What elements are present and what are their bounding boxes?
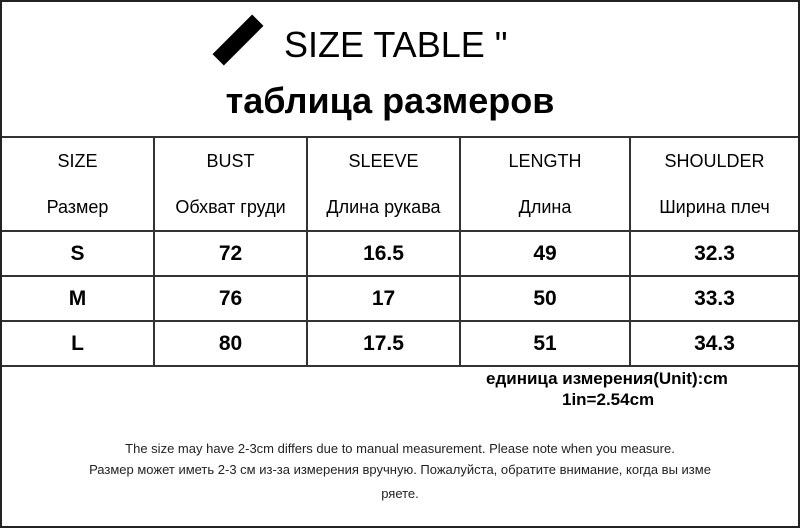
header-en: SHOULDER: [664, 151, 765, 171]
cell: 76: [153, 275, 308, 322]
cell: 33.3: [629, 275, 798, 322]
conversion-label: 1in=2.54cm: [562, 390, 655, 409]
cell: 17: [306, 275, 461, 322]
header-row: SIZE Размер BUST Обхват груди SLEEVE Длина …: [2, 136, 798, 232]
cell: 34.3: [629, 320, 798, 367]
header-bust: BUST Обхват груди: [153, 136, 308, 232]
cell: M: [2, 275, 155, 322]
header-en: SIZE: [57, 151, 98, 171]
cell: 17.5: [306, 320, 461, 367]
note-russian: Размер может иметь 2-3 см из-за измерени…: [89, 462, 711, 477]
title-english: SIZE TABLE ": [284, 24, 508, 65]
header-ru: Ширина плеч: [659, 197, 770, 217]
table-row: M 76 17 50 33.3: [2, 275, 798, 322]
cell: 80: [153, 320, 308, 367]
header-length: LENGTH Длина: [459, 136, 631, 232]
cell: S: [2, 230, 155, 277]
cell: 32.3: [629, 230, 798, 277]
header-ru: Длина: [518, 197, 572, 217]
size-table: SIZE Размер BUST Обхват груди SLEEVE Длина …: [2, 136, 798, 367]
table-row: S 72 16.5 49 32.3: [2, 230, 798, 277]
cell: 72: [153, 230, 308, 277]
cell: 51: [459, 320, 631, 367]
header-ru: Длина рукава: [326, 197, 441, 217]
cell: L: [2, 320, 155, 367]
cell: 16.5: [306, 230, 461, 277]
slash-decoration-icon: [212, 14, 264, 66]
header-en: LENGTH: [508, 151, 582, 171]
header-ru: Обхват груди: [175, 197, 286, 217]
header-en: SLEEVE: [348, 151, 419, 171]
title-russian-text: таблица размеров: [225, 80, 555, 121]
cell: 49: [459, 230, 631, 277]
header-en: BUST: [206, 151, 255, 171]
note-russian-continued: ряете.: [381, 486, 419, 501]
title-russian: таблица размеров: [2, 80, 798, 122]
cell: 50: [459, 275, 631, 322]
note-english: The size may have 2-3cm differs due to m…: [125, 441, 675, 456]
header-ru: Размер: [46, 197, 109, 217]
header-size: SIZE Размер: [2, 136, 155, 232]
unit-label: единица измерения(Unit):cm: [486, 369, 728, 388]
header-sleeve: SLEEVE Длина рукава: [306, 136, 461, 232]
header-shoulder: SHOULDER Ширина плеч: [629, 136, 798, 232]
table-row: L 80 17.5 51 34.3: [2, 320, 798, 367]
